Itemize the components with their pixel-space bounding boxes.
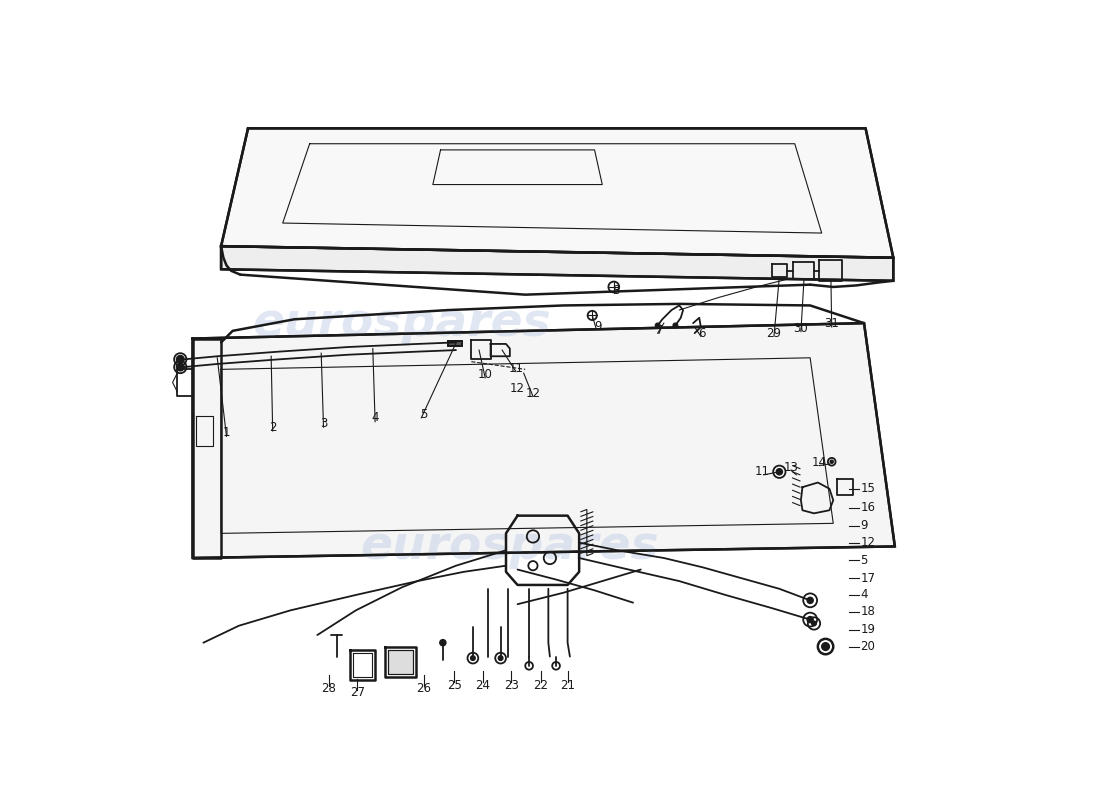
Text: 22: 22 — [534, 678, 548, 691]
Polygon shape — [449, 341, 462, 346]
Text: 7: 7 — [657, 323, 663, 337]
Circle shape — [176, 363, 184, 371]
Text: 12: 12 — [510, 382, 525, 395]
Text: 16: 16 — [860, 502, 876, 514]
Circle shape — [822, 642, 829, 650]
Circle shape — [440, 640, 446, 646]
Circle shape — [656, 323, 660, 328]
Text: 24: 24 — [475, 678, 491, 691]
Text: 31: 31 — [824, 318, 839, 330]
Text: 15: 15 — [860, 482, 876, 495]
Text: 29: 29 — [767, 326, 781, 340]
Circle shape — [777, 469, 782, 475]
Text: 10: 10 — [477, 368, 493, 382]
Text: eurospares: eurospares — [253, 301, 551, 346]
Text: eurospares: eurospares — [361, 524, 659, 569]
Text: 4: 4 — [372, 411, 378, 424]
Text: 11: 11 — [508, 362, 524, 375]
Text: 4: 4 — [860, 589, 868, 602]
Circle shape — [498, 656, 503, 661]
Text: 30: 30 — [793, 322, 808, 335]
Text: 25: 25 — [447, 678, 462, 691]
Text: 18: 18 — [860, 606, 876, 618]
Text: 19: 19 — [860, 623, 876, 636]
Text: 28: 28 — [321, 682, 337, 695]
Text: 17: 17 — [860, 571, 876, 585]
Text: 11: 11 — [755, 466, 770, 478]
Text: 5: 5 — [860, 554, 868, 567]
Text: 20: 20 — [860, 640, 876, 653]
Circle shape — [471, 656, 475, 661]
Circle shape — [807, 598, 813, 603]
Text: 8: 8 — [613, 283, 619, 297]
Polygon shape — [192, 323, 895, 558]
Text: 12: 12 — [526, 386, 540, 400]
Text: 2: 2 — [268, 421, 276, 434]
Text: 12: 12 — [860, 536, 876, 549]
Text: 14: 14 — [812, 456, 827, 469]
Circle shape — [830, 460, 834, 463]
Text: 1: 1 — [222, 426, 230, 439]
Polygon shape — [221, 128, 893, 258]
Text: 13: 13 — [783, 461, 799, 474]
Polygon shape — [221, 246, 893, 281]
Text: 9: 9 — [860, 519, 868, 532]
Text: 21: 21 — [560, 678, 575, 691]
Text: 9: 9 — [595, 321, 602, 334]
Text: 6: 6 — [698, 326, 706, 340]
Text: 23: 23 — [504, 678, 519, 691]
Polygon shape — [388, 650, 412, 674]
Text: 3: 3 — [320, 417, 327, 430]
Text: 26: 26 — [416, 682, 431, 695]
Circle shape — [812, 621, 816, 626]
Circle shape — [673, 323, 678, 328]
Text: 27: 27 — [350, 686, 365, 699]
Circle shape — [807, 617, 813, 622]
Text: 5: 5 — [420, 407, 427, 421]
Circle shape — [176, 355, 184, 363]
